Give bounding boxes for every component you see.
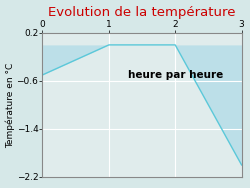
Y-axis label: Température en °C: Température en °C <box>6 62 15 148</box>
Text: heure par heure: heure par heure <box>128 70 223 80</box>
Title: Evolution de la température: Evolution de la température <box>48 6 236 19</box>
